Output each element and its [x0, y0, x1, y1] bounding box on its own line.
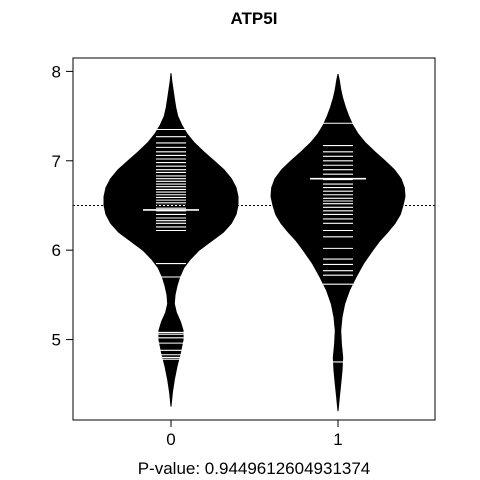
bean-group-1 [270, 73, 406, 412]
bean-shape-1 [270, 73, 406, 412]
x-tick-label: 1 [333, 430, 342, 449]
x-axis-label: P-value: 0.9449612604931374 [138, 459, 371, 478]
y-tick-label: 6 [52, 241, 61, 260]
plot-frame [72, 57, 436, 421]
y-axis: 5 6 7 8 [52, 62, 73, 350]
beans-layer [103, 73, 406, 412]
y-tick-label: 5 [52, 331, 61, 350]
x-tick-label: 0 [166, 430, 175, 449]
bean-group-0 [103, 73, 239, 407]
bean-shape-0 [103, 73, 239, 407]
y-tick-label: 8 [52, 62, 61, 81]
y-tick-label: 7 [52, 152, 61, 171]
chart-title: ATP5I [231, 9, 278, 28]
